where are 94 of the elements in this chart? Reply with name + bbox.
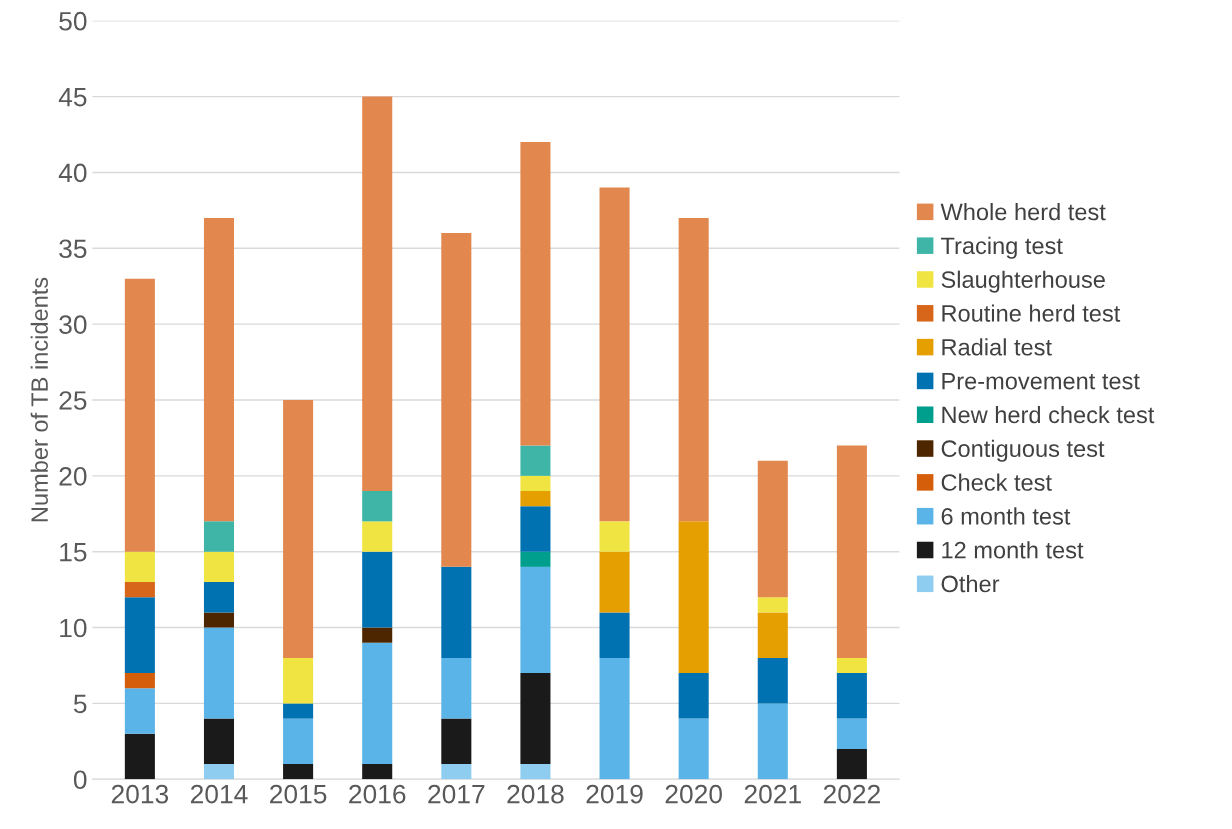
bar bbox=[441, 566, 472, 658]
x-tick-label: 2016 bbox=[349, 784, 406, 804]
bar bbox=[757, 703, 788, 780]
legend-label: Pre-movement test bbox=[942, 372, 1140, 390]
bar bbox=[203, 718, 235, 765]
y-tick-label: 25 bbox=[59, 391, 87, 410]
bar bbox=[757, 460, 788, 598]
bar bbox=[362, 491, 393, 522]
bar bbox=[124, 688, 155, 734]
y-axis-title: Number of TB incidents bbox=[30, 277, 48, 522]
legend-label: 6 month test bbox=[941, 507, 1071, 525]
x-tick-label: 2014 bbox=[190, 784, 248, 804]
x-tick-label: 2020 bbox=[665, 784, 722, 804]
bar bbox=[124, 597, 155, 674]
bar bbox=[362, 96, 393, 492]
bar bbox=[836, 718, 867, 749]
legend-label: Contiguous test bbox=[941, 439, 1105, 462]
bar bbox=[283, 657, 314, 704]
x-tick-label: 2019 bbox=[586, 784, 643, 804]
bar bbox=[124, 278, 155, 552]
bar bbox=[836, 445, 867, 658]
bar bbox=[203, 764, 235, 780]
y-tick-label: 5 bbox=[73, 694, 87, 714]
bar bbox=[520, 506, 551, 552]
bar bbox=[757, 597, 788, 613]
bar bbox=[836, 657, 867, 674]
legend-label: Tracing test bbox=[941, 236, 1063, 259]
bar bbox=[203, 521, 235, 552]
bar bbox=[203, 612, 235, 628]
bar bbox=[520, 142, 551, 446]
legend-label: Other bbox=[941, 574, 1000, 593]
bar bbox=[599, 187, 630, 522]
bar bbox=[203, 582, 235, 613]
bar bbox=[836, 748, 867, 780]
y-tick-label: 15 bbox=[60, 543, 87, 562]
bar bbox=[283, 764, 314, 780]
bar bbox=[520, 475, 551, 492]
bar bbox=[520, 491, 551, 507]
legend-label: Slaughterhouse bbox=[941, 270, 1105, 293]
bar bbox=[678, 521, 709, 674]
bar bbox=[599, 521, 630, 552]
bar bbox=[362, 521, 393, 552]
legend-label: Routine herd test bbox=[942, 304, 1121, 322]
y-tick-label: 10 bbox=[60, 618, 87, 638]
bar bbox=[520, 445, 551, 476]
bar bbox=[124, 551, 155, 583]
y-tick-label: 40 bbox=[58, 163, 87, 183]
bar bbox=[520, 764, 551, 780]
bar bbox=[599, 657, 630, 780]
bar bbox=[362, 551, 393, 628]
legend-label: Radial test bbox=[942, 338, 1052, 356]
bar bbox=[520, 551, 551, 567]
bar bbox=[203, 217, 235, 522]
bar bbox=[520, 673, 551, 765]
y-tick-label: 45 bbox=[58, 87, 87, 107]
bar bbox=[678, 673, 709, 719]
bar bbox=[124, 733, 155, 780]
x-tick-label: 2018 bbox=[507, 784, 564, 804]
bar bbox=[362, 764, 393, 780]
x-tick-label: 2021 bbox=[744, 784, 801, 804]
bar bbox=[836, 673, 867, 719]
bar bbox=[124, 582, 155, 598]
bar bbox=[203, 551, 235, 583]
legend-label: Check test bbox=[941, 473, 1052, 491]
bar bbox=[599, 612, 630, 658]
legend-label: Whole herd test bbox=[940, 203, 1106, 221]
y-tick-label: 20 bbox=[59, 466, 87, 486]
legend-label: 12 month test bbox=[942, 541, 1084, 559]
bar bbox=[757, 657, 788, 704]
y-tick-label: 0 bbox=[73, 770, 87, 790]
y-tick-label: 35 bbox=[59, 239, 87, 259]
bar bbox=[757, 612, 788, 658]
y-tick-label: 50 bbox=[59, 11, 87, 31]
bar bbox=[124, 673, 155, 689]
bar bbox=[441, 764, 472, 780]
bar bbox=[362, 642, 393, 765]
bar bbox=[283, 703, 314, 719]
legend-label: New herd check test bbox=[942, 405, 1155, 424]
y-tick-label: 30 bbox=[59, 315, 87, 334]
bar bbox=[520, 566, 551, 674]
bar bbox=[678, 718, 709, 780]
bar bbox=[441, 657, 472, 719]
x-tick-label: 2017 bbox=[428, 784, 485, 804]
bar bbox=[283, 718, 314, 765]
bar bbox=[441, 718, 472, 765]
x-tick-label: 2015 bbox=[270, 784, 327, 804]
bar bbox=[362, 627, 393, 643]
bar bbox=[678, 217, 709, 522]
bar bbox=[283, 399, 314, 658]
bar bbox=[441, 233, 472, 567]
bar bbox=[203, 627, 235, 719]
x-tick-label: 2013 bbox=[111, 784, 169, 804]
x-tick-label: 2022 bbox=[823, 784, 880, 804]
bar bbox=[599, 551, 630, 613]
